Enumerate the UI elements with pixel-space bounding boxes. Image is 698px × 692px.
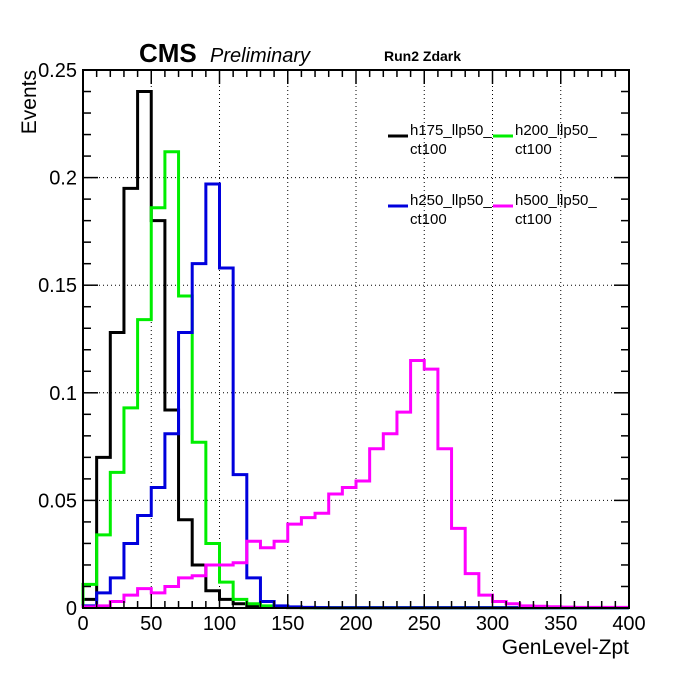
axis-ticks [82,69,630,609]
legend-label: h250_llp50_ [410,192,492,209]
y-tick-label: 0 [66,598,77,620]
y-axis-title: Events [18,70,41,134]
experiment-label: CMS [139,38,197,68]
grid [83,70,629,608]
legend-label: h175_llp50_ [410,122,492,139]
legend: h175_llp50_ ct100 h200_llp50_ ct100 h250_llp… [388,122,597,228]
y-tick-label: 0.1 [49,383,77,405]
tick-labels: 0 50 100 150 200 250 300 350 400 0 0.05 0.1 0.15 0.2 0… [38,60,646,635]
x-tick-label: 350 [544,613,577,635]
x-tick-label: 250 [408,613,441,635]
status-label: Preliminary [210,45,311,67]
x-tick-label: 400 [612,613,645,635]
x-tick-label: 200 [339,613,372,635]
x-tick-label: 300 [476,613,509,635]
legend-label: h500_llp50_ [515,192,597,209]
legend-label-line2: ct100 [410,141,447,158]
x-tick-label: 150 [271,613,304,635]
run-label: Run2 Zdark [384,48,461,64]
y-tick-label: 0.25 [38,60,77,82]
x-tick-label: 0 [77,613,88,635]
x-tick-label: 100 [203,613,236,635]
y-tick-label: 0.05 [38,490,77,512]
legend-label-line2: ct100 [515,141,552,158]
y-tick-label: 0.2 [49,168,77,190]
x-axis-title: GenLevel-Zpt [502,636,629,659]
legend-label-line2: ct100 [410,211,447,228]
x-tick-label: 50 [140,613,162,635]
legend-label: h200_llp50_ [515,122,597,139]
legend-label-line2: ct100 [515,211,552,228]
y-tick-label: 0.15 [38,275,77,297]
